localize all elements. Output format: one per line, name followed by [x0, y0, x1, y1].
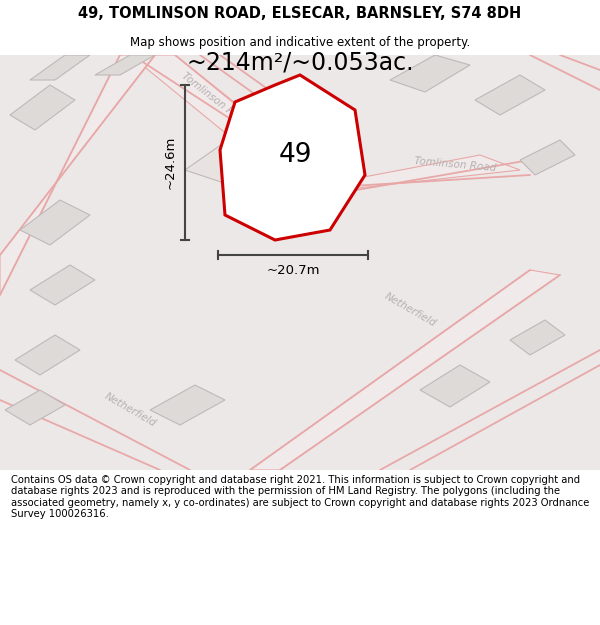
Polygon shape	[0, 55, 155, 295]
Polygon shape	[520, 140, 575, 175]
Text: ~24.6m: ~24.6m	[163, 136, 176, 189]
Polygon shape	[10, 85, 75, 130]
Text: Contains OS data © Crown copyright and database right 2021. This information is : Contains OS data © Crown copyright and d…	[11, 474, 589, 519]
Polygon shape	[150, 385, 225, 425]
Polygon shape	[250, 270, 560, 470]
Polygon shape	[15, 335, 80, 375]
Polygon shape	[30, 55, 90, 80]
Text: ~214m²/~0.053ac.: ~214m²/~0.053ac.	[186, 51, 414, 75]
Polygon shape	[510, 320, 565, 355]
Text: Netherfield: Netherfield	[103, 391, 158, 429]
Text: Netherfield: Netherfield	[382, 291, 437, 329]
Polygon shape	[20, 200, 90, 245]
Polygon shape	[185, 135, 310, 195]
Polygon shape	[475, 75, 545, 115]
Text: Tomlinson Road: Tomlinson Road	[413, 156, 496, 174]
Polygon shape	[420, 365, 490, 407]
Polygon shape	[295, 155, 520, 190]
Polygon shape	[95, 55, 155, 75]
Text: Tomlinson Road: Tomlinson Road	[179, 71, 250, 129]
Polygon shape	[30, 265, 95, 305]
Text: 49, TOMLINSON ROAD, ELSECAR, BARNSLEY, S74 8DH: 49, TOMLINSON ROAD, ELSECAR, BARNSLEY, S…	[79, 6, 521, 21]
Text: 49: 49	[278, 142, 312, 168]
Polygon shape	[5, 390, 65, 425]
Text: Map shows position and indicative extent of the property.: Map shows position and indicative extent…	[130, 36, 470, 49]
Text: ~20.7m: ~20.7m	[266, 264, 320, 278]
Polygon shape	[390, 55, 470, 92]
Polygon shape	[220, 75, 365, 240]
Polygon shape	[130, 55, 340, 190]
